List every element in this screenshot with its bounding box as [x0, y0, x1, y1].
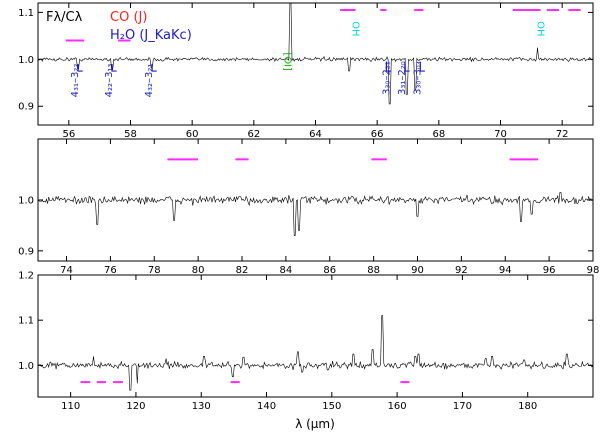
x-tick-label: 160: [388, 401, 407, 412]
spectrum-line: [37, 2, 594, 105]
x-tick-label: 140: [257, 401, 276, 412]
y-tick-label: 0.9: [18, 246, 34, 257]
x-tick-label: 170: [453, 401, 472, 412]
line-id-tick: [111, 64, 117, 72]
x-tick-label: 84: [280, 265, 293, 276]
y-tick-label: 1.0: [18, 55, 34, 66]
spectrum-line: [37, 192, 594, 236]
panel-2-frame: [37, 138, 594, 262]
line-id-label: [OI]: [282, 52, 293, 71]
x-tick-label: 92: [455, 265, 468, 276]
legend-h2o: H₂O (J_KaKc): [110, 28, 192, 43]
x-tick-label: 58: [124, 129, 137, 140]
x-tick-label: 82: [236, 265, 249, 276]
x-tick-label: 66: [371, 129, 384, 140]
spectrum-line: [37, 315, 594, 391]
line-id-label: OH: [535, 21, 546, 36]
x-tick-label: 130: [192, 401, 211, 412]
line-id-tick: [151, 64, 157, 72]
x-tick-label: 98: [587, 265, 600, 276]
y-tick-label: 1.1: [18, 8, 34, 19]
x-tick-label: 86: [323, 265, 336, 276]
y-tick-label: 1.0: [18, 361, 34, 372]
x-tick-label: 76: [104, 265, 117, 276]
line-id-label: 3₃₀–2₂₁: [382, 61, 393, 95]
x-tick-label: 94: [499, 265, 512, 276]
x-tick-label: 74: [60, 265, 73, 276]
y-tick-label: 1.2: [18, 271, 34, 282]
line-id-tick: [419, 61, 425, 72]
panel-2-layer: 74 76 78 80 82 84 86 88 90 92 94 96 98 0.9 1.0: [18, 139, 599, 276]
x-tick-label: 120: [126, 401, 145, 412]
line-id-tick: [404, 61, 410, 72]
panel-1-layer: 56 58 60 62 64 66 68 70 72 0.9 1.0 1.1 4₃₁–3₂₂ 4₂₂–3₁…: [18, 2, 594, 140]
line-id-tick: [385, 61, 392, 72]
x-tick-label: 90: [411, 265, 424, 276]
x-axis-label: λ (μm): [295, 417, 335, 431]
x-tick-label: 180: [518, 401, 537, 412]
x-tick-label: 110: [61, 401, 80, 412]
x-tick-label: 150: [322, 401, 341, 412]
x-tick-label: 72: [556, 129, 569, 140]
line-id-label: 4₃₁–3₂₂: [70, 64, 81, 98]
x-tick-label: 56: [62, 129, 75, 140]
legend-co: CO (J): [110, 10, 147, 25]
y-tick-label: 1.0: [18, 196, 34, 207]
x-tick-label: 96: [543, 265, 556, 276]
y-tick-label: 0.9: [18, 102, 34, 113]
line-id-label: 3₃₀–3₀₃: [412, 61, 423, 95]
panel-3-frame: [37, 274, 594, 398]
x-tick-label: 70: [494, 129, 507, 140]
panel-3-layer: 110 120 130 140 150 160 170 180 1.0 1.1 1.2: [18, 271, 594, 412]
line-id-label: 3₃₁–2₂₀: [397, 61, 408, 95]
line-id-label: 4₃₂–3₂₁: [144, 64, 155, 98]
x-tick-label: 80: [192, 265, 205, 276]
x-tick-label: 64: [309, 129, 322, 140]
line-id-label: 4₂₂–3₁₃: [104, 64, 115, 98]
x-tick-label: 62: [247, 129, 260, 140]
line-id-label: OH: [350, 21, 361, 36]
x-tick-label: 60: [186, 129, 199, 140]
x-tick-label: 68: [432, 129, 445, 140]
y-tick-label: 1.1: [18, 316, 34, 327]
legend-flux: Fλ/Cλ: [46, 10, 83, 25]
line-id-tick: [77, 64, 83, 72]
x-tick-label: 88: [367, 265, 380, 276]
x-tick-label: 78: [148, 265, 161, 276]
